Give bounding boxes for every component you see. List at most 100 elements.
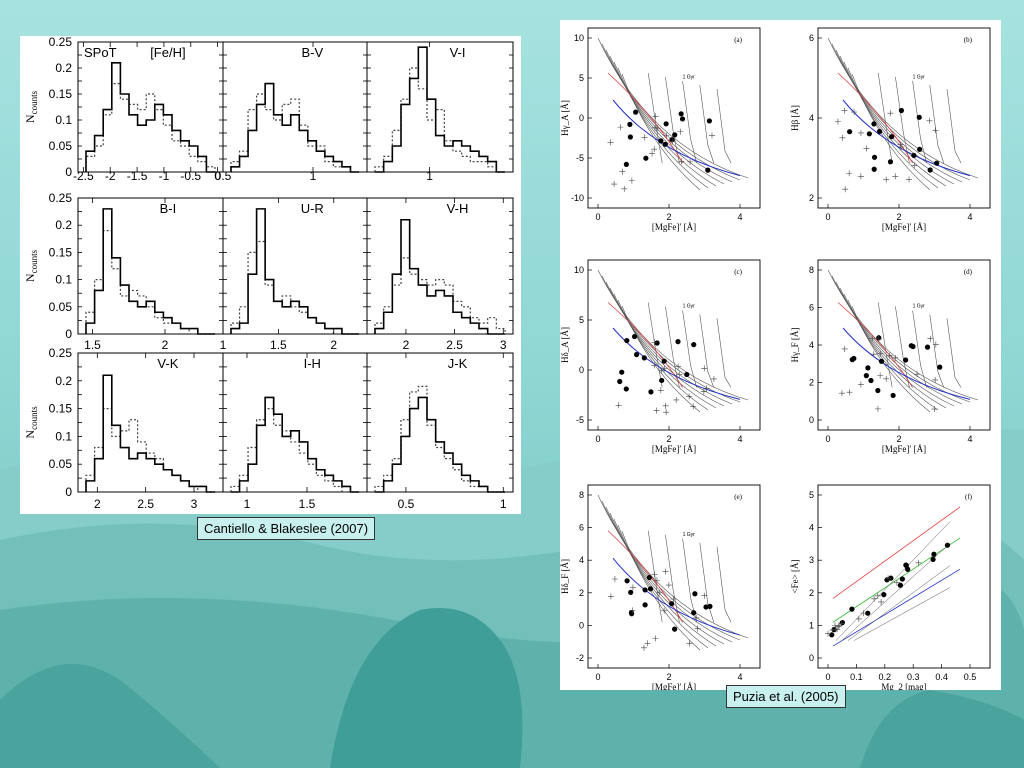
age-label: 1 Gyr [913,304,926,310]
gc-comparison-point [932,341,939,348]
model-panel: (b) 6 4 2 0 2 4 [MgFe]′ [Å] Hβ [Å] 1 Gyr [790,27,991,232]
panel-frame [817,259,991,431]
gc-comparison-point [700,388,707,395]
gc-data-point [944,542,951,548]
gc-data-point [705,167,711,173]
y-tick-label: 0.2 [55,218,72,232]
y-axis-label: Hγ_F [Å] [790,328,800,363]
y-tick-label: 0.15 [49,87,73,101]
gc-comparison-point [669,138,676,145]
model-curve [847,299,939,411]
y-tick-label: 0 [809,415,814,425]
gc-data-point [875,387,881,394]
gc-data-point [641,355,647,361]
gc-comparison-point [838,390,845,397]
y-tick-label: -2 [576,653,584,663]
x-tick-label: 2.5 [137,497,154,511]
model-curve [609,287,725,407]
gc-comparison-point [870,351,877,358]
model-curve [827,269,979,401]
x-tick-label: 2.5 [446,338,463,352]
svg-text:Ncounts: Ncounts [23,406,39,439]
panel-frame [77,197,224,335]
gc-comparison-point [878,598,885,605]
gc-data-point [937,364,943,370]
gc-comparison-point [652,113,659,120]
model-curve [827,37,979,179]
dotted-histogram [230,93,359,173]
gc-comparison-point [892,354,899,361]
model-iso-line [895,306,910,388]
gc-comparison-point [607,593,614,600]
x-tick-label: 0 [595,212,600,222]
panel-frame [587,259,761,431]
gc-comparison-point [875,335,882,342]
svg-text:Hγ_A [Å]: Hγ_A [Å] [560,100,570,136]
gc-data-point [628,589,634,595]
histogram-panel: V-H [366,197,514,335]
x-tick-label: 2 [666,212,671,222]
gc-comparison-point [675,363,682,370]
x-tick-label: 2 [330,338,337,352]
model-track [832,568,961,647]
x-tick-label: 0.5 [398,497,415,511]
gc-comparison-point [694,625,701,632]
model-curve [605,506,733,643]
y-tick-label: 0 [579,620,584,630]
y-axis-label: <Fe> [Å] [790,560,800,594]
gc-comparison-point [911,162,918,169]
panel-frame [366,41,514,173]
model-panel: (d) 8 6 4 2 0 0 2 4 [MgFe]′ [Å] Hγ_F [Å] 1 Gyr [790,259,991,454]
gc-data-point [903,357,909,363]
gc-comparison-point [874,592,881,599]
gc-comparison-point [662,568,669,575]
y-tick-label: 4 [809,340,814,350]
y-tick-label: 0.25 [49,36,73,49]
model-panel: (c) 10 5 0 -5 0 2 4 [MgFe]′ [Å] Hδ_A [Å] 1 Gyr [560,259,761,454]
model-curve-blue [842,327,971,400]
panel-frame [587,27,761,209]
gc-data-point [678,111,684,117]
panel-tag: SPoT [84,45,117,60]
svg-text:Hδ_F [Å]: Hδ_F [Å] [560,559,570,594]
gc-data-point [887,159,894,165]
gc-data-point [871,121,877,127]
model-curve-red [607,302,683,388]
y-tick-label: 1 [809,620,814,630]
model-iso-line [665,306,680,388]
gc-data-point [691,342,697,348]
x-tick-label: -0.5 [180,169,201,183]
y-label-sub: counts [29,90,39,114]
gc-comparison-point [897,143,904,150]
dotted-histogram [85,230,215,335]
y-label-sub: counts [29,406,39,430]
x-tick-label: 0 [825,672,830,682]
model-iso-line [946,318,962,388]
x-tick-label: 0.3 [907,672,920,682]
y-axis-label: Ncounts [23,406,39,439]
model-iso-line [716,546,732,623]
gc-data-point [865,610,871,616]
caption-cantiello-blakeslee: Cantiello & Blakeslee (2007) [197,517,376,540]
gc-comparison-point [651,362,658,369]
y-tick-label: 0.25 [49,346,73,360]
gc-data-point [898,107,905,114]
gc-comparison-point [927,335,934,342]
model-curve [617,67,709,189]
gc-data-point [648,389,654,395]
gc-data-point [672,626,678,632]
gc-data-point [934,160,940,166]
y-label-main: N [23,114,37,123]
gc-data-point [628,610,635,616]
gc-data-point [868,377,874,384]
model-curve [601,43,741,181]
y-label-main: N [23,430,37,439]
model-iso-line [647,302,663,388]
model-curve [835,521,951,641]
panel-label: B-I [160,201,177,216]
x-tick-label: 2 [403,338,410,352]
histogram-panel: B-V [222,41,368,173]
x-tick-label: -2 [105,169,116,183]
y-tick-label: 0.25 [49,191,73,205]
gc-comparison-point [628,177,635,184]
